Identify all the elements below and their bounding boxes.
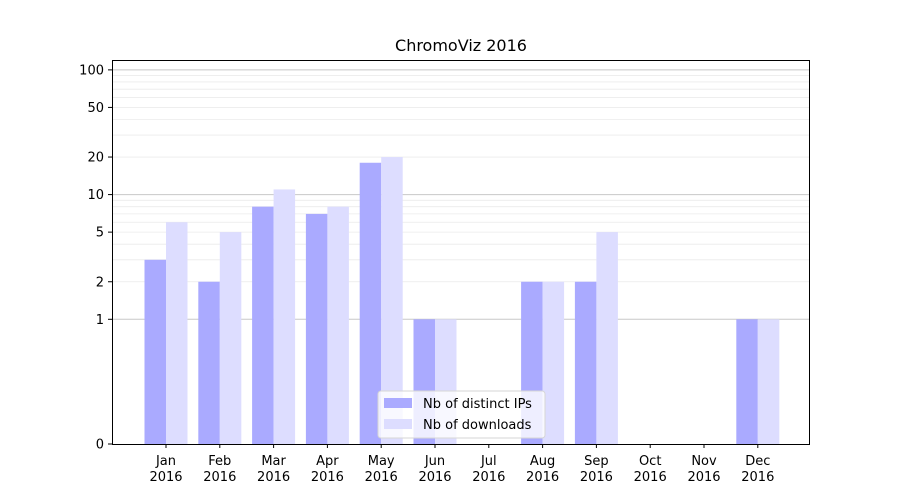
bar-distinct-ips (574, 281, 597, 444)
y-tick-label: 20 (87, 151, 104, 166)
bar-downloads (327, 206, 349, 444)
y-tick-label: 5 (96, 226, 104, 241)
x-tick-label: Oct 2016 (634, 454, 667, 485)
legend-box (377, 390, 546, 439)
x-tick-label: Aug 2016 (526, 454, 559, 485)
bar-distinct-ips (305, 213, 328, 444)
x-tick-label: Mar 2016 (257, 454, 290, 485)
bar-downloads (219, 232, 242, 444)
x-tick-label: Jan 2016 (149, 454, 182, 485)
legend-swatch (384, 419, 412, 429)
x-tick-label: Jun 2016 (418, 454, 451, 485)
y-tick-label: 2 (96, 275, 104, 290)
bar-distinct-ips (359, 162, 382, 444)
x-tick-label: Apr 2016 (311, 454, 344, 485)
x-axis: Jan 2016 Feb 2016 Mar 2016 Apr 2016 May 2016 Jun 20… (149, 444, 774, 485)
y-axis: 0 1 2 5 10 20 50 100 (79, 63, 112, 453)
bar-downloads (166, 222, 188, 444)
legend-swatch (384, 398, 412, 408)
x-tick-label: Nov 2016 (687, 454, 720, 485)
bar-distinct-ips (252, 206, 274, 444)
x-tick-label: Jul 2016 (472, 454, 505, 485)
y-tick-label: 50 (87, 101, 104, 116)
legend-label: Nb of downloads (423, 418, 532, 433)
bar-distinct-ips (198, 281, 220, 444)
bar-distinct-ips (144, 259, 166, 444)
x-tick-label: Dec 2016 (741, 454, 774, 485)
bar-downloads (757, 319, 780, 444)
bar-downloads (542, 281, 565, 444)
grid (112, 69, 810, 320)
x-tick-label: Sep 2016 (580, 454, 613, 485)
legend: Nb of distinct IPs Nb of downloads (377, 390, 546, 439)
bar-downloads (273, 189, 296, 444)
y-tick-label: 1 (96, 313, 104, 328)
chart-title: ChromoViz 2016 (395, 36, 527, 55)
y-tick-label: 100 (79, 63, 104, 78)
x-tick-label: May 2016 (365, 454, 398, 485)
y-tick-label: 10 (87, 188, 104, 203)
bar-downloads (596, 232, 618, 444)
bar-distinct-ips (736, 319, 758, 444)
x-tick-label: Feb 2016 (203, 454, 236, 485)
bar-downloads (381, 157, 403, 444)
y-tick-label: 0 (96, 438, 104, 453)
legend-label: Nb of distinct IPs (423, 397, 532, 412)
plot-frame (112, 60, 810, 445)
